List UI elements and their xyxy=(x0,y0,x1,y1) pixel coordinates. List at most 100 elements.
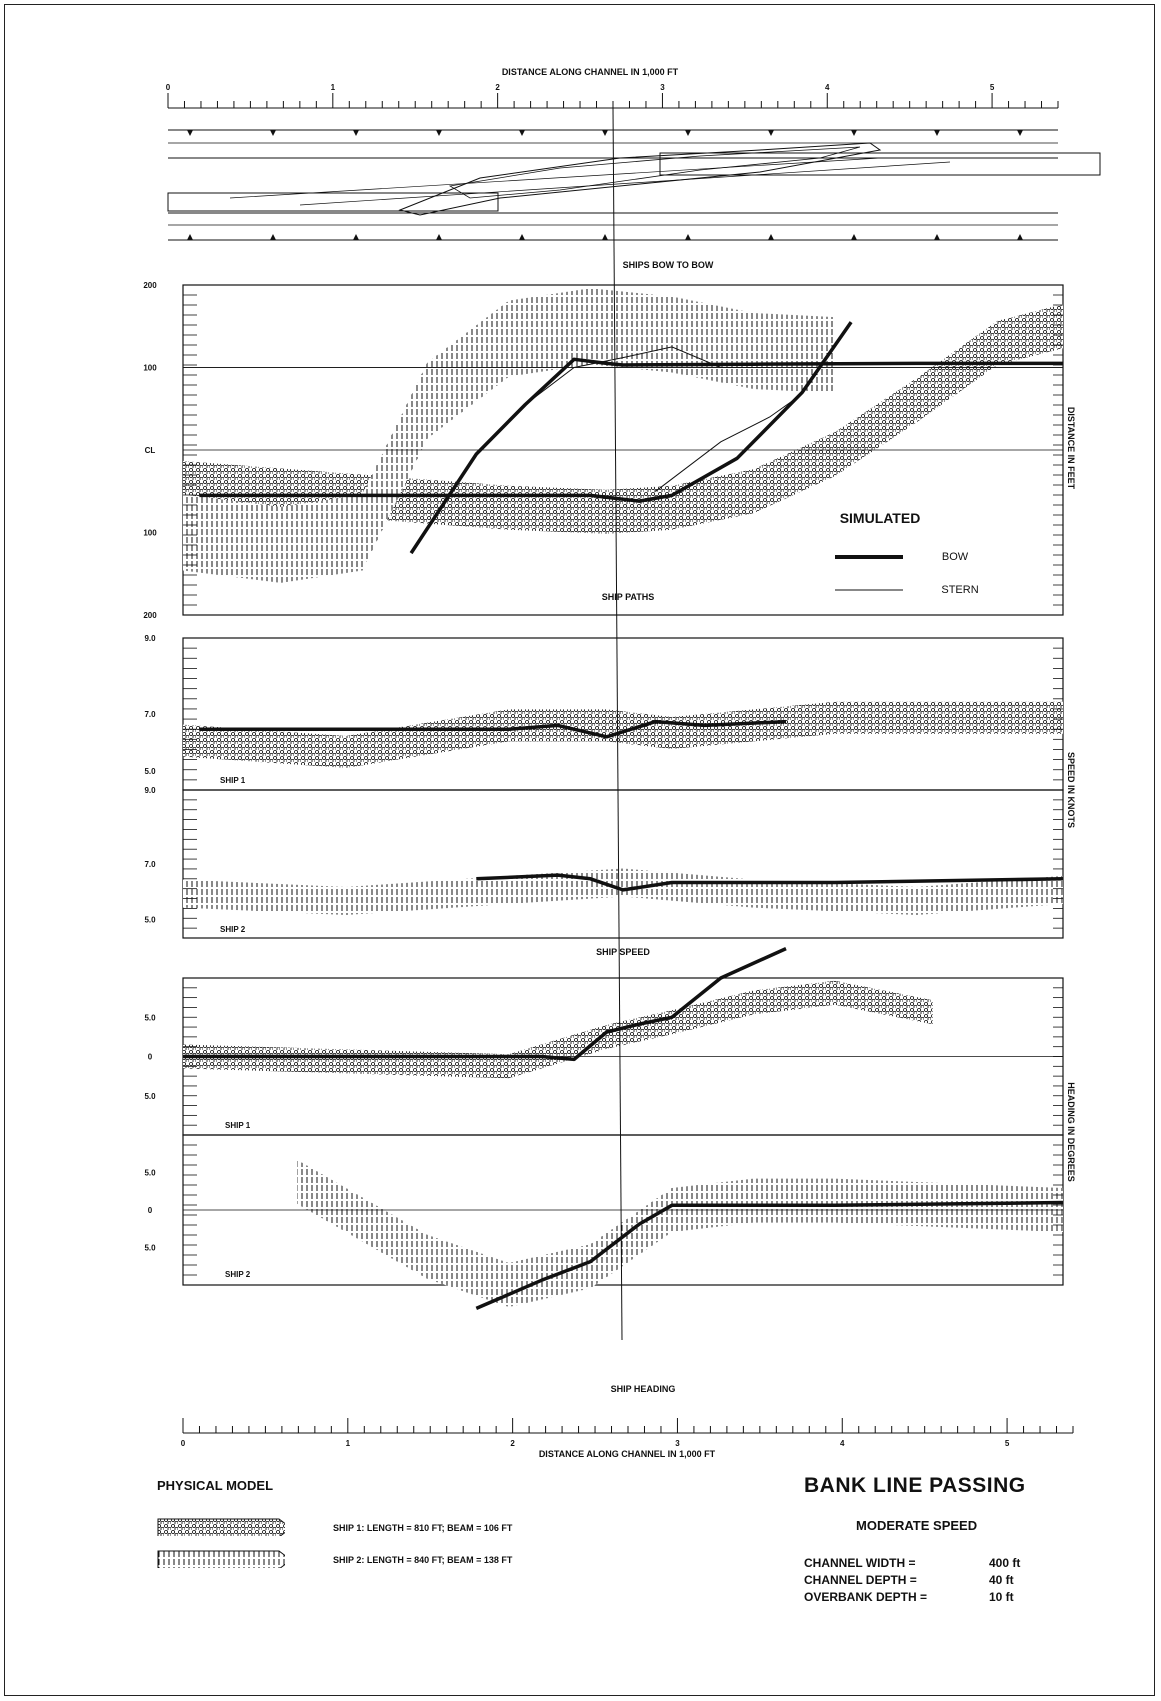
heading-ship2-simulated xyxy=(475,1200,1064,1311)
paths-y-tick-label: 100 xyxy=(143,364,157,373)
bank-tick-lower xyxy=(934,234,940,240)
legend-heading: PHYSICAL MODEL xyxy=(157,1478,274,1493)
simulated-legend: SIMULATED BOW STERN xyxy=(835,510,979,596)
ship2-swatch xyxy=(157,1550,285,1568)
param-label: CHANNEL WIDTH = xyxy=(804,1556,916,1570)
legend-bow: BOW xyxy=(942,551,969,563)
heading-y-tick-label: 5.0 xyxy=(144,1092,156,1101)
legend-stern: STERN xyxy=(941,584,978,596)
paths-ylabel: DISTANCE IN FEET xyxy=(1066,407,1076,490)
ship2-legend-text: SHIP 2: LENGTH = 840 FT; BEAM = 138 FT xyxy=(333,1555,513,1565)
bank-tick-upper xyxy=(851,130,857,136)
top-scale-tick-label: 1 xyxy=(331,83,336,92)
paths-ship1-stern xyxy=(655,393,803,492)
bottom-scale-tick-label: 5 xyxy=(1005,1439,1010,1448)
speed-ship1-simulated xyxy=(199,719,787,739)
top-distance-scale: 0 1 2 3 4 5 xyxy=(166,83,1059,109)
test-info-block: BANK LINE PASSING MODERATE SPEED CHANNEL… xyxy=(790,1474,1120,1624)
paths-y-tick-label: CL xyxy=(145,446,156,455)
bank-tick-lower xyxy=(851,234,857,240)
info-title: BANK LINE PASSING xyxy=(804,1474,1026,1497)
heading-y-tick-label: 5.0 xyxy=(144,1013,156,1022)
physical-model-bands xyxy=(183,288,1064,1307)
top-scale-tick-label: 5 xyxy=(990,83,995,92)
paths-y-tick-label: 200 xyxy=(143,281,157,290)
bottom-distance-scale: 0 1 2 3 4 5 xyxy=(181,1418,1074,1448)
channel-plan-view xyxy=(167,129,1101,241)
speed-ship1-label: SHIP 1 xyxy=(220,776,246,785)
bank-tick-upper xyxy=(270,130,276,136)
heading-ship1-simulated xyxy=(183,947,787,1062)
heading-y-tick-label: 0 xyxy=(148,1206,153,1215)
top-scale-tick-label: 4 xyxy=(825,83,830,92)
heading-ylabel: HEADING IN DEGREES xyxy=(1066,1082,1076,1182)
paths-ship1-bow xyxy=(199,321,853,503)
bow-to-bow-label: SHIPS BOW TO BOW xyxy=(623,260,714,270)
top-scale-tick-label: 0 xyxy=(166,83,171,92)
heading-y-tick-label: 0 xyxy=(148,1053,153,1062)
heading-y-tick-label: 5.0 xyxy=(144,1244,156,1253)
top-scale-tick-label: 3 xyxy=(660,83,665,92)
paths-ship2-band xyxy=(183,288,835,583)
bank-tick-upper xyxy=(436,130,442,136)
bank-tick-upper xyxy=(1017,130,1023,136)
bow-to-bow-line xyxy=(612,107,623,1341)
channel-bank-ticks xyxy=(187,130,1023,240)
speed-y-tick-label: 9.0 xyxy=(144,634,156,643)
top-axis-title: DISTANCE ALONG CHANNEL IN 1,000 FT xyxy=(502,67,679,77)
bank-tick-upper xyxy=(934,130,940,136)
speed-y-tick-label: 7.0 xyxy=(144,710,156,719)
bank-tick-lower xyxy=(187,234,193,240)
bottom-scale-tick-label: 1 xyxy=(346,1439,351,1448)
param-label: CHANNEL DEPTH = xyxy=(804,1573,917,1587)
bank-tick-lower xyxy=(270,234,276,240)
simulated-lines xyxy=(183,321,1064,1311)
bottom-scale-tick-label: 3 xyxy=(675,1439,680,1448)
bank-tick-lower xyxy=(436,234,442,240)
ship1-swatch xyxy=(157,1518,285,1536)
bank-tick-upper xyxy=(768,130,774,136)
bank-tick-lower xyxy=(685,234,691,240)
speed-ship2-frame xyxy=(182,789,1064,939)
paths-y-tick-label: 100 xyxy=(143,529,157,538)
physical-model-legend: PHYSICAL MODEL SHIP 1: LENGTH = 810 FT; … xyxy=(155,1478,575,1608)
bank-tick-upper xyxy=(602,130,608,136)
bottom-axis-title: DISTANCE ALONG CHANNEL IN 1,000 FT xyxy=(539,1449,716,1459)
bank-tick-lower xyxy=(519,234,525,240)
bank-tick-upper xyxy=(519,130,525,136)
bank-tick-lower xyxy=(768,234,774,240)
speed-ship2-label: SHIP 2 xyxy=(220,925,246,934)
bottom-scale-tick-label: 4 xyxy=(840,1439,845,1448)
bottom-scale-tick-label: 2 xyxy=(510,1439,515,1448)
param-label: OVERBANK DEPTH = xyxy=(804,1590,928,1604)
speed-ship2-band xyxy=(183,868,1063,915)
paths-caption: SHIP PATHS xyxy=(602,592,655,602)
legend-title: SIMULATED xyxy=(840,510,921,526)
bank-tick-upper xyxy=(353,130,359,136)
reference-lines xyxy=(183,367,1063,1211)
speed-ylabel: SPEED IN KNOTS xyxy=(1066,752,1076,828)
speed-ship1-band xyxy=(183,701,1063,768)
bottom-scale-tick-label: 0 xyxy=(181,1439,186,1448)
heading-ship2-band xyxy=(297,1159,1064,1307)
paths-y-tick-label: 200 xyxy=(143,611,157,620)
bank-tick-upper xyxy=(685,130,691,136)
speed-ship2-simulated xyxy=(476,873,1064,892)
speed-caption: SHIP SPEED xyxy=(596,947,650,957)
bank-tick-lower xyxy=(1017,234,1023,240)
speed-y-tick-label: 5.0 xyxy=(144,767,156,776)
heading-ship1-label: SHIP 1 xyxy=(225,1121,251,1130)
param-value: 10 ft xyxy=(989,1590,1014,1604)
axis-tick-labels: 200 100 CL 100 200 9.0 7.0 5.0 9.0 7.0 5.0 5.0 0 5.0 5… xyxy=(143,281,157,1253)
bank-tick-upper xyxy=(187,130,193,136)
heading-ship2-label: SHIP 2 xyxy=(225,1270,251,1279)
paths-ship2-bow xyxy=(409,357,1063,555)
heading-y-tick-label: 5.0 xyxy=(144,1169,156,1178)
axis-minor-ticks xyxy=(183,294,1063,1276)
heading-caption: SHIP HEADING xyxy=(611,1384,676,1394)
param-value: 400 ft xyxy=(989,1556,1021,1570)
top-scale-tick-label: 2 xyxy=(495,83,500,92)
paths-ship2-stern xyxy=(524,346,770,405)
heading-ship1-band xyxy=(183,980,933,1079)
